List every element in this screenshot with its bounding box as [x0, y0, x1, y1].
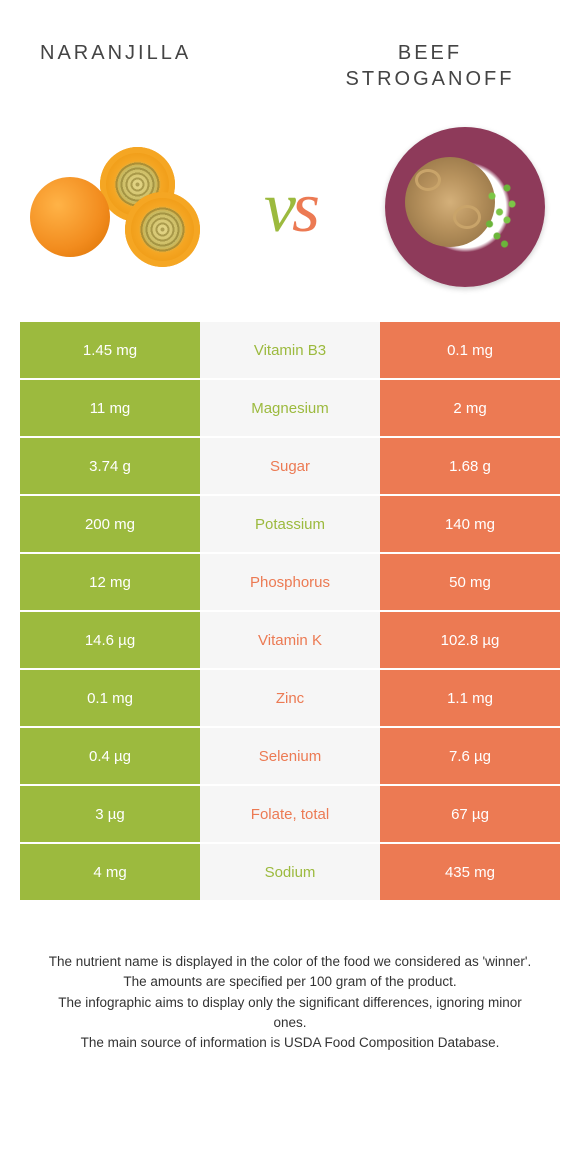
table-row: 14.6 µgVitamin K102.8 µg — [20, 612, 560, 670]
table-row: 3 µgFolate, total67 µg — [20, 786, 560, 844]
nutrient-name-cell: Vitamin K — [200, 612, 380, 668]
table-row: 0.4 µgSelenium7.6 µg — [20, 728, 560, 786]
footer-line: The nutrient name is displayed in the co… — [40, 952, 540, 972]
nutrient-name-cell: Phosphorus — [200, 554, 380, 610]
right-value-cell: 435 mg — [380, 844, 560, 900]
nutrient-name-cell: Magnesium — [200, 380, 380, 436]
food-right-title: Beef Stroganoff — [320, 40, 540, 92]
table-row: 11 mgMagnesium2 mg — [20, 380, 560, 438]
table-row: 200 mgPotassium140 mg — [20, 496, 560, 554]
left-value-cell: 4 mg — [20, 844, 200, 900]
right-value-cell: 0.1 mg — [380, 322, 560, 378]
right-value-cell: 50 mg — [380, 554, 560, 610]
table-row: 3.74 gSugar1.68 g — [20, 438, 560, 496]
table-row: 0.1 mgZinc1.1 mg — [20, 670, 560, 728]
table-row: 12 mgPhosphorus50 mg — [20, 554, 560, 612]
right-value-cell: 7.6 µg — [380, 728, 560, 784]
left-value-cell: 0.1 mg — [20, 670, 200, 726]
nutrient-name-cell: Folate, total — [200, 786, 380, 842]
left-value-cell: 200 mg — [20, 496, 200, 552]
right-value-cell: 102.8 µg — [380, 612, 560, 668]
nutrient-name-cell: Vitamin B3 — [200, 322, 380, 378]
left-value-cell: 1.45 mg — [20, 322, 200, 378]
nutrient-name-cell: Potassium — [200, 496, 380, 552]
footer-line: The infographic aims to display only the… — [40, 993, 540, 1034]
right-value-cell: 1.68 g — [380, 438, 560, 494]
right-value-cell: 1.1 mg — [380, 670, 560, 726]
vs-v: v — [264, 167, 292, 247]
right-value-cell: 67 µg — [380, 786, 560, 842]
table-row: 4 mgSodium435 mg — [20, 844, 560, 902]
left-value-cell: 0.4 µg — [20, 728, 200, 784]
nutrient-name-cell: Sugar — [200, 438, 380, 494]
food-left-image — [30, 122, 200, 292]
vs-s: s — [292, 167, 316, 247]
food-left-title: Naranjilla — [40, 40, 191, 92]
footer-line: The main source of information is USDA F… — [40, 1033, 540, 1053]
right-value-cell: 140 mg — [380, 496, 560, 552]
nutrient-name-cell: Sodium — [200, 844, 380, 900]
hero-row: vs — [0, 102, 580, 322]
left-value-cell: 11 mg — [20, 380, 200, 436]
nutrient-table: 1.45 mgVitamin B30.1 mg11 mgMagnesium2 m… — [20, 322, 560, 902]
table-row: 1.45 mgVitamin B30.1 mg — [20, 322, 560, 380]
vs-label: vs — [264, 166, 316, 249]
left-value-cell: 12 mg — [20, 554, 200, 610]
left-value-cell: 3.74 g — [20, 438, 200, 494]
food-right-image — [380, 122, 550, 292]
nutrient-name-cell: Selenium — [200, 728, 380, 784]
footer-line: The amounts are specified per 100 gram o… — [40, 972, 540, 992]
footer-notes: The nutrient name is displayed in the co… — [0, 902, 580, 1053]
right-value-cell: 2 mg — [380, 380, 560, 436]
stroganoff-illustration — [385, 127, 545, 287]
left-value-cell: 3 µg — [20, 786, 200, 842]
left-value-cell: 14.6 µg — [20, 612, 200, 668]
nutrient-name-cell: Zinc — [200, 670, 380, 726]
header: Naranjilla Beef Stroganoff — [0, 0, 580, 102]
naranjilla-illustration — [30, 137, 200, 277]
